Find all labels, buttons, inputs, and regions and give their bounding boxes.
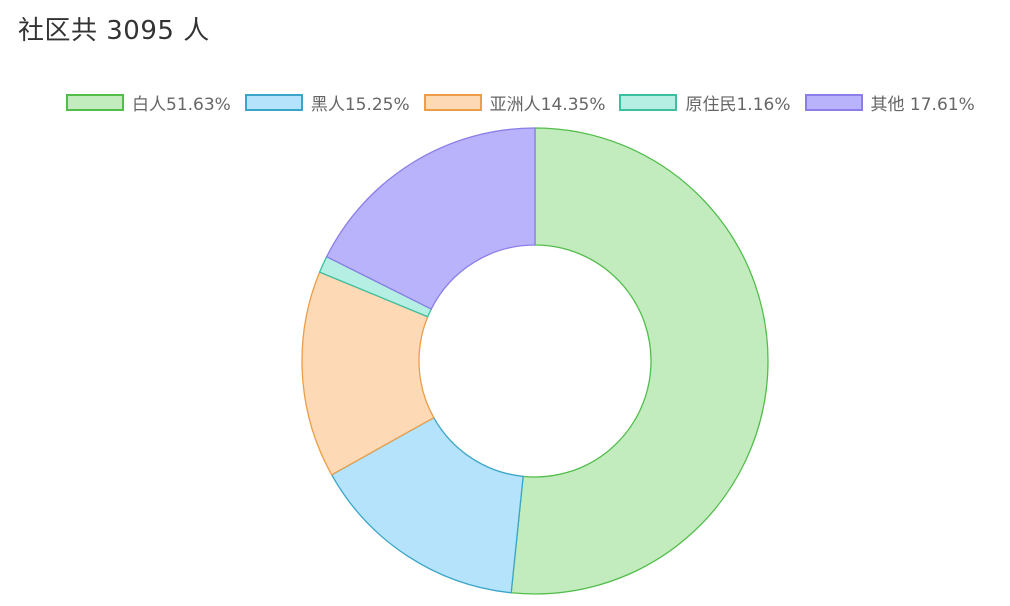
legend-label-white: 白人51.63% [132, 95, 231, 115]
legend: 白人51.63% 黑人15.25% 亚洲人14.35% 原住民1.16% 其他 … [66, 90, 989, 115]
legend-item-black[interactable]: 黑人15.25% [244, 90, 410, 115]
chart-title: 社区共 3095 人 [18, 16, 210, 46]
legend-label-asian: 亚洲人14.35% [489, 95, 606, 115]
donut-slice-white[interactable] [510, 127, 769, 595]
donut-slice-black[interactable] [330, 416, 524, 594]
legend-swatch-other [804, 94, 863, 111]
donut-slice-asian[interactable] [301, 271, 435, 476]
legend-swatch-black [244, 94, 303, 111]
legend-label-other: 其他 17.61% [870, 95, 975, 115]
legend-item-asian[interactable]: 亚洲人14.35% [423, 90, 606, 115]
legend-label-native: 原住民1.16% [685, 95, 791, 115]
legend-swatch-white [66, 94, 124, 111]
legend-swatch-native [619, 94, 678, 111]
legend-item-white[interactable]: 白人51.63% [66, 90, 231, 115]
legend-item-native[interactable]: 原住民1.16% [619, 90, 791, 115]
legend-label-black: 黑人15.25% [310, 95, 410, 115]
legend-item-other[interactable]: 其他 17.61% [804, 90, 975, 115]
donut-slice-other[interactable] [325, 127, 536, 310]
legend-swatch-asian [423, 94, 482, 111]
